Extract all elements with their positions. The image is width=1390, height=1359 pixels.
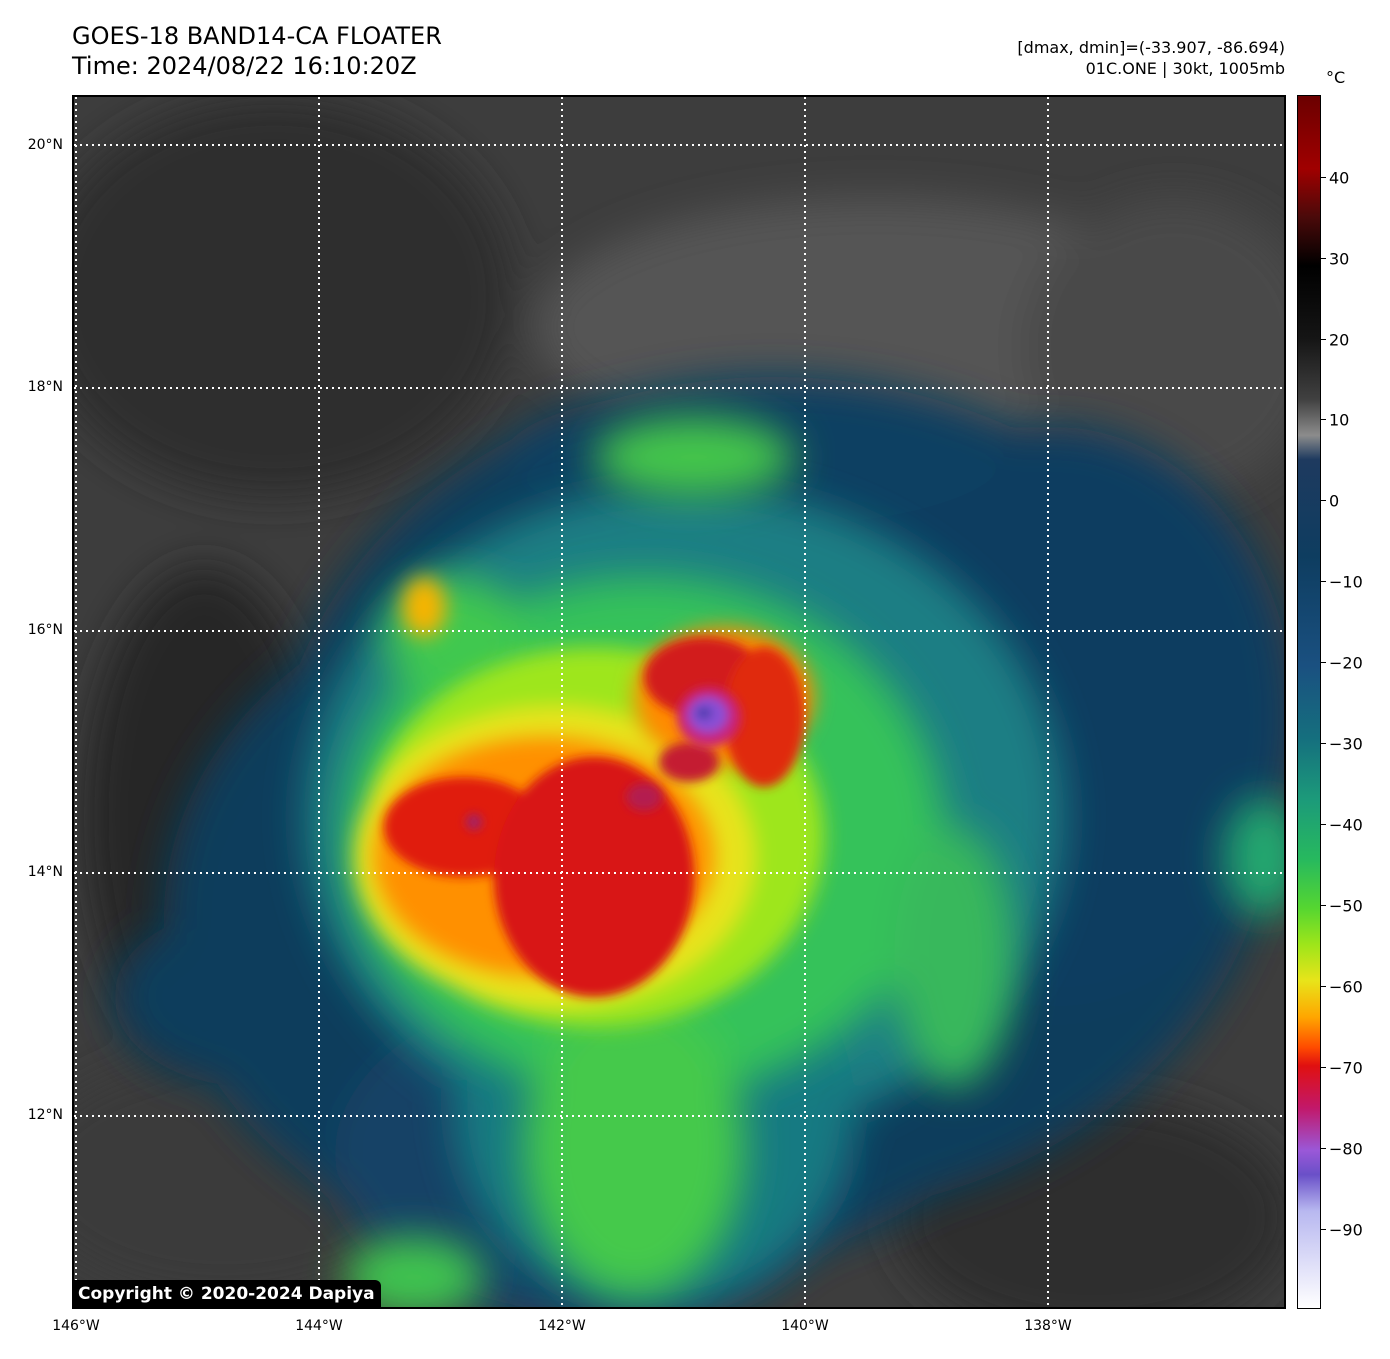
colorbar-label: 30 [1329,249,1350,269]
colorbar-label: 40 [1329,168,1350,188]
colorbar-tick [1321,419,1326,420]
colorbar-tick [1321,500,1326,501]
colorbar-tick [1321,1229,1326,1230]
colorbar-label: −10 [1329,572,1363,592]
lat-label-14n: 14°N [27,864,63,880]
colorbar-label: −50 [1329,896,1363,916]
lon-label-138w: 138°W [1024,1318,1072,1334]
colorbar-label: −70 [1329,1058,1363,1078]
image-title: GOES-18 BAND14-CA FLOATER [72,22,442,50]
colorbar-tick [1321,1148,1326,1149]
colorbar-label: −30 [1329,734,1363,754]
satellite-image [72,95,1286,1309]
colorbar-label: −40 [1329,815,1363,835]
colorbar-tick [1321,339,1326,340]
lon-label-140w: 140°W [781,1318,829,1334]
lat-label-12n: 12°N [27,1107,63,1123]
lon-label-146w: 146°W [52,1318,100,1334]
colorbar-tick [1321,662,1326,663]
lon-label-142w: 142°W [538,1318,586,1334]
graticule [74,97,1284,1307]
lat-label-16n: 16°N [27,622,63,638]
colorbar-tick [1321,258,1326,259]
colorbar-label: 10 [1329,410,1350,430]
infrared-imagery [74,97,1284,1307]
colorbar-tick [1321,581,1326,582]
colorbar-tick [1321,905,1326,906]
lon-label-144w: 144°W [295,1318,343,1334]
colorbar-tick [1321,177,1326,178]
colorbar-label: 20 [1329,330,1350,350]
colorbar-tick [1321,986,1326,987]
colorbar-label: −90 [1329,1220,1363,1240]
colorbar-label: −60 [1329,977,1363,997]
copyright-label: Copyright © 2020-2024 Dapiya [72,1280,381,1308]
data-range-info: [dmax, dmin]=(-33.907, -86.694) [1017,38,1285,57]
colorbar-tick [1321,1067,1326,1068]
lat-label-20n: 20°N [27,137,63,153]
colorbar-unit: °C [1326,68,1346,87]
temperature-colorbar [1297,95,1321,1309]
image-timestamp: Time: 2024/08/22 16:10:20Z [72,52,417,80]
colorbar-label: 0 [1329,491,1340,511]
colorbar-tick [1321,743,1326,744]
storm-info: 01C.ONE | 30kt, 1005mb [1085,59,1285,78]
colorbar-label: −20 [1329,653,1363,673]
colorbar-tick [1321,824,1326,825]
colorbar-label: −80 [1329,1139,1363,1159]
lat-label-18n: 18°N [27,379,63,395]
